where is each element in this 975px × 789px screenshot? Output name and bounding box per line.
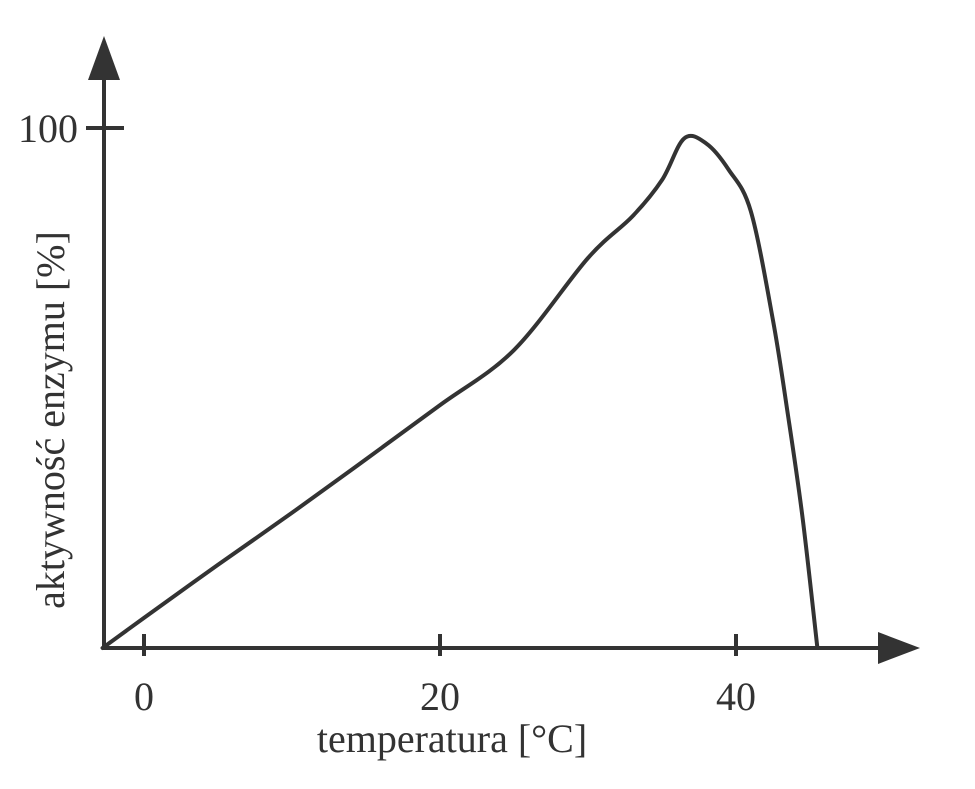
y-axis-title: aktywność enzymu [%] — [28, 231, 73, 609]
y-axis-arrow — [88, 36, 120, 80]
series-line — [100, 133, 820, 650]
x-tick-label: 40 — [716, 674, 756, 719]
y-axis-ticks: 100 — [18, 106, 124, 151]
x-axis-title: temperatura [°C] — [317, 716, 587, 761]
series-layer — [100, 133, 820, 650]
x-axis-arrow — [878, 632, 920, 664]
x-tick-label: 0 — [134, 674, 154, 719]
y-tick-label: 100 — [18, 106, 78, 151]
x-axis-ticks: 0 20 40 — [134, 634, 756, 719]
x-tick-label: 20 — [420, 674, 460, 719]
